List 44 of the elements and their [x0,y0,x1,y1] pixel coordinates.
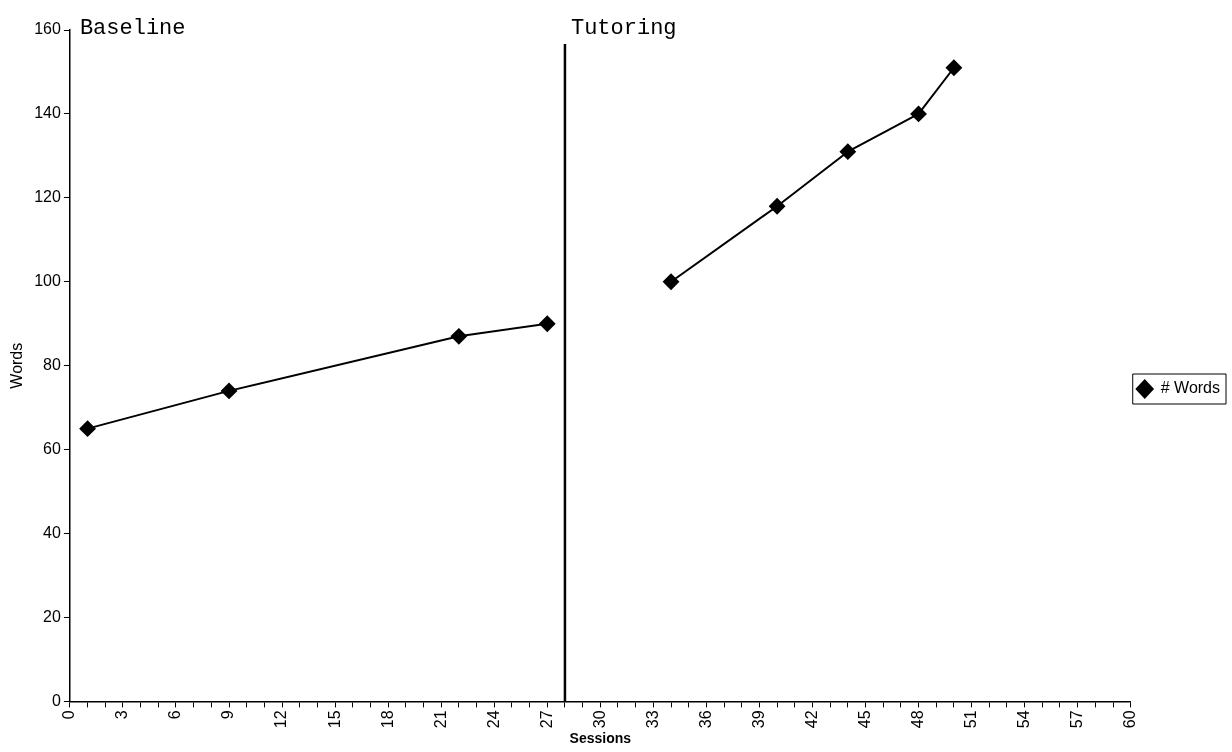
y-tick-label: 80 [43,356,61,374]
annotation: Baseline [79,15,186,41]
point [450,328,467,345]
y-tick-label: 160 [34,20,61,38]
x-tick-label: 54 [1015,710,1033,729]
x-tick-label: 9 [219,710,237,720]
point [221,382,238,399]
x-tick-label: 12 [272,710,290,729]
x-tick-label: 30 [590,710,608,729]
x-tick-label: 33 [643,710,661,729]
x-tick-label: 0 [60,710,78,720]
y-tick-label: 60 [43,440,61,458]
point [910,105,927,122]
x-tick-label: 27 [537,710,555,729]
y-tick-label: 140 [34,104,61,122]
annotation: Tutoring [570,15,677,41]
y-tick-label: 100 [34,272,61,290]
x-tick-label: 51 [962,710,979,729]
point [539,315,556,332]
x-tick-label: 60 [1121,710,1139,729]
x-tick-label: 3 [113,710,131,720]
x-tick-label: 15 [325,710,343,729]
x-tick-label: 36 [696,710,714,729]
x-tick-label: 21 [431,710,449,729]
point [663,273,680,290]
x-tick-label: 39 [749,710,767,729]
y-tick-label: 120 [34,188,61,206]
legend-label: # Words [1160,379,1220,397]
y-tick-label: 0 [51,691,61,709]
x-tick-label: 42 [802,710,820,729]
x-tick-label: 48 [908,710,926,729]
point [839,143,856,160]
x-tick-label: 24 [484,710,502,729]
point [769,198,786,215]
y-tick-label: 40 [43,523,61,541]
y-tick-label: 20 [43,607,61,625]
x-tick-label: 57 [1068,710,1086,729]
x-tick-label: 6 [166,710,184,720]
point [79,420,96,437]
point [945,59,962,76]
x-tick-label: 45 [855,710,873,729]
y-axis-title: Words [8,342,26,389]
x-axis-title: Sessions [569,730,632,747]
x-tick-label: 18 [378,710,396,729]
